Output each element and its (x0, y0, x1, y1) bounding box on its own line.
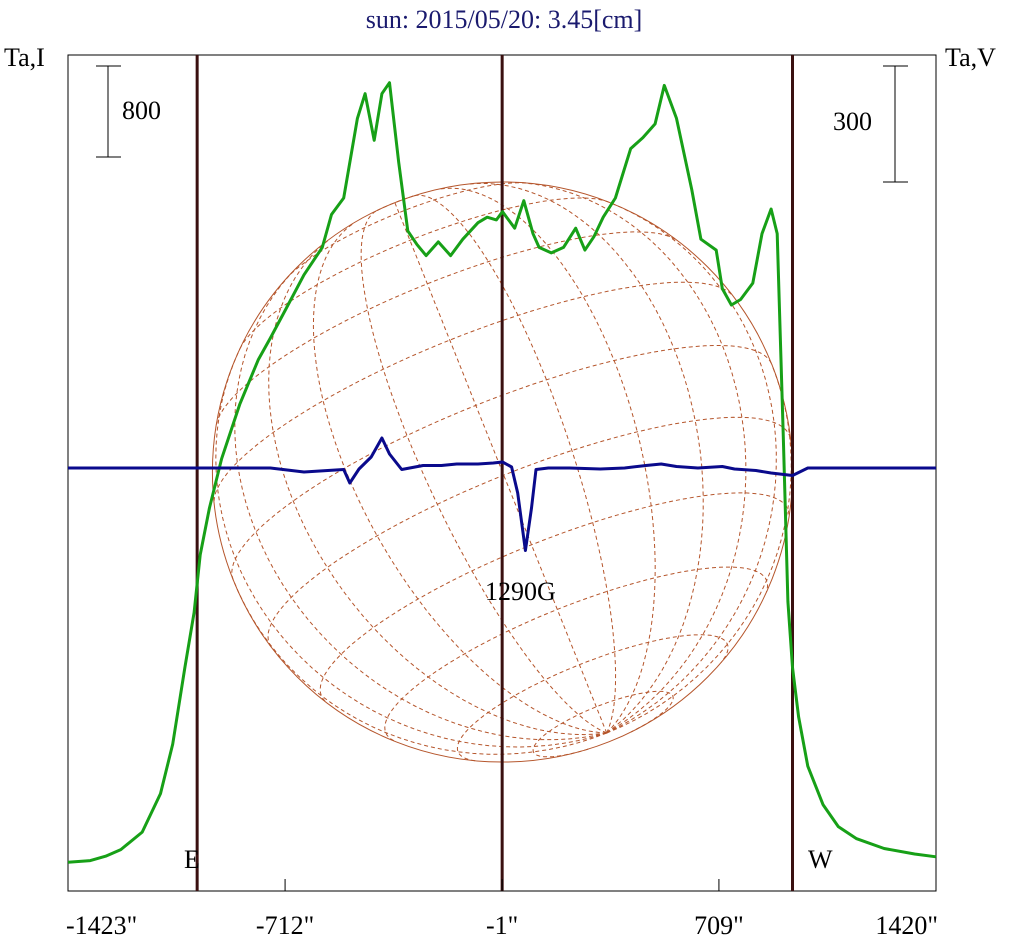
x-tick-label: -712" (256, 911, 314, 940)
solar-disk-grid (211, 181, 794, 763)
longitude-line (215, 348, 607, 748)
latitude-line (384, 566, 769, 742)
x-tick-label: 709" (694, 911, 744, 940)
x-tick-label: 1420" (875, 911, 938, 940)
longitude-line (234, 275, 607, 741)
x-tick-label: -1" (486, 911, 518, 940)
longitude-line (437, 187, 656, 734)
right-scale-bar: 300 (833, 65, 908, 183)
east-label: E (184, 845, 200, 874)
longitude-line (232, 579, 607, 755)
right-scale-bar-label: 300 (833, 107, 872, 136)
latitude-line (215, 231, 678, 425)
longitude-line (268, 238, 607, 736)
series-line-polarization (68, 436, 936, 552)
left-scale-bar: 800 (96, 65, 161, 158)
left-axis-label: Ta,I (4, 43, 45, 72)
longitude-line (606, 364, 792, 734)
longitude-line (413, 194, 617, 734)
latitude-line (319, 492, 790, 702)
latitude-line (532, 690, 674, 758)
west-label: W (808, 845, 833, 874)
right-axis-label: Ta,V (945, 43, 996, 72)
longitude-line (466, 183, 704, 734)
latitude-line (213, 281, 732, 502)
chart-title: sun: 2015/05/20: 3.45[cm] (366, 5, 643, 34)
left-scale-bar-label: 800 (122, 96, 161, 125)
longitude-line (606, 201, 777, 734)
longitude-line (522, 182, 747, 734)
longitude-line (394, 202, 608, 734)
latitude-line (239, 197, 609, 349)
longitude-line (360, 210, 607, 734)
x-tick-label: -1423" (66, 911, 137, 940)
marker-lines (195, 55, 795, 891)
field-strength-annotation: 1290G (485, 577, 556, 606)
longitude-line (312, 222, 607, 734)
series-line-intensity (67, 81, 937, 864)
latitude-line (267, 416, 792, 647)
x-axis-ticks: -1423" -712" -1" 709" 1420" (66, 879, 938, 940)
